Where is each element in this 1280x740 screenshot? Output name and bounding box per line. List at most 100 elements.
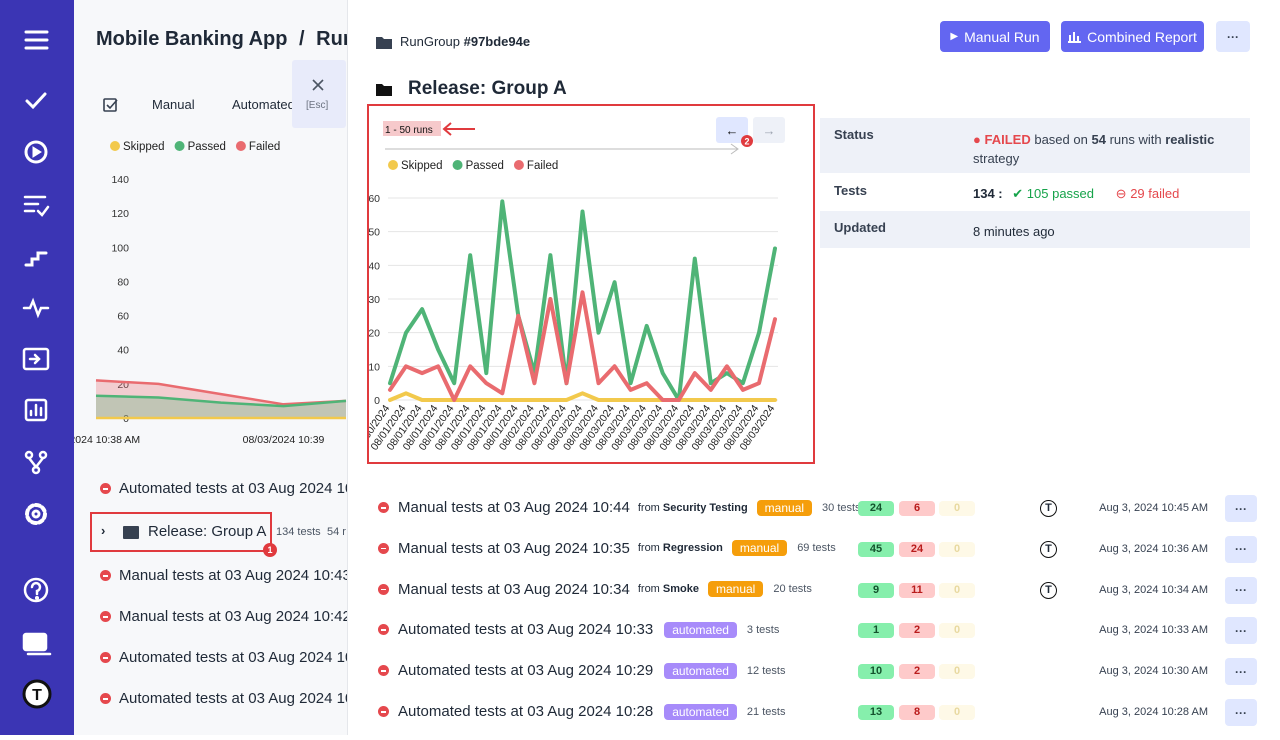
run-item[interactable]: Automated tests at 03 Aug 2024 10 xyxy=(100,480,347,497)
legend-label: Failed xyxy=(249,141,280,153)
run-row[interactable]: Manual tests at 03 Aug 2024 10:34 from Sm… xyxy=(378,575,1258,605)
failed-icon: ⊖ xyxy=(1115,186,1127,201)
more-button[interactable]: ··· xyxy=(1225,495,1257,522)
legend-label: Skipped xyxy=(123,141,165,153)
run-item[interactable]: Manual tests at 03 Aug 2024 10:43 xyxy=(100,567,347,584)
avatar: T xyxy=(1040,540,1057,558)
run-row[interactable]: Automated tests at 03 Aug 2024 10:28 auto… xyxy=(378,697,1258,727)
passed-count: 24 xyxy=(858,501,894,516)
report-icon[interactable] xyxy=(24,398,48,422)
run-name: Manual tests at 03 Aug 2024 10:44 xyxy=(398,499,630,516)
run-tests: 21 tests xyxy=(746,705,786,718)
legend-swatch xyxy=(388,160,398,170)
more-button[interactable]: ··· xyxy=(1225,535,1257,563)
main-chart: 1 - 50 runs ← 2 → Skipped Passed Failed 0 10… xyxy=(369,117,785,453)
run-row[interactable]: Automated tests at 03 Aug 2024 10:29 auto… xyxy=(378,656,1258,686)
y-tick-label: 20 xyxy=(117,379,129,391)
status-row xyxy=(820,118,1250,173)
x-tick-label: 08/03/2024 10:39 xyxy=(243,434,325,446)
next-arrow: → xyxy=(763,123,776,138)
run-row[interactable]: Automated tests at 03 Aug 2024 10:33 auto… xyxy=(378,615,1258,645)
settings-icon[interactable] xyxy=(25,503,47,525)
run-item[interactable]: Automated tests at 03 Aug 2024 10 xyxy=(100,690,347,707)
group-name: Release: Group A xyxy=(148,523,267,540)
skipped-count: 0 xyxy=(939,501,975,516)
status-dot xyxy=(100,693,111,704)
skipped-count: 0 xyxy=(939,582,975,598)
manual-run-button[interactable]: ▶ Manual Run xyxy=(940,21,1050,52)
legend-swatch xyxy=(513,160,524,170)
combined-report-button[interactable]: Combined Report xyxy=(1061,21,1204,52)
status-text: runs with xyxy=(1109,132,1162,147)
separator: / xyxy=(299,28,305,50)
select-icon[interactable] xyxy=(102,96,120,114)
y-tick-label: 140 xyxy=(111,174,129,186)
branch-icon[interactable] xyxy=(24,450,48,475)
folder-icon xyxy=(376,84,392,96)
run-tests: 12 tests xyxy=(746,664,786,677)
status-dot xyxy=(378,542,389,554)
badge-label: 2 xyxy=(744,137,749,147)
rungroup-id: #97bde94e xyxy=(463,34,531,49)
prev-button[interactable] xyxy=(716,117,748,143)
next-button[interactable] xyxy=(753,117,785,143)
tests-icon[interactable] xyxy=(23,195,50,217)
status-dot xyxy=(100,570,111,581)
tests-value: 134 : ✔ 105 passed ⊖ 29 failed xyxy=(973,186,1179,202)
group-item[interactable] xyxy=(90,512,272,552)
skipped-count: 0 xyxy=(939,623,975,639)
close-button[interactable]: [Esc] xyxy=(292,60,346,128)
tests-passed: 105 passed xyxy=(1026,186,1095,201)
more-button[interactable]: ··· xyxy=(1225,617,1257,645)
y-tick-label: 30 xyxy=(369,294,380,306)
run-info: Automated tests at 03 Aug 2024 10:28 auto… xyxy=(378,703,785,720)
source-name: Security Testing xyxy=(662,501,748,514)
y-tick-label: 40 xyxy=(369,260,380,272)
run-date: Aug 3, 2024 10:36 AM xyxy=(1099,542,1208,555)
more-button[interactable]: ··· xyxy=(1216,21,1250,52)
run-date: Aug 3, 2024 10:30 AM xyxy=(1099,665,1208,678)
run-date: Aug 3, 2024 10:34 AM xyxy=(1099,583,1208,596)
y-tick-label: 80 xyxy=(117,276,129,288)
y-tick-label: 20 xyxy=(369,328,380,340)
rungroup-label: RunGroup xyxy=(400,34,460,49)
more-button[interactable]: ··· xyxy=(1225,576,1257,604)
projects-icon[interactable] xyxy=(22,632,52,656)
project-name[interactable]: Mobile Banking App xyxy=(96,28,288,50)
run-tests: 30 tests xyxy=(822,501,861,514)
run-info: Manual tests at 03 Aug 2024 10:44 from Se… xyxy=(378,499,861,516)
y-tick-label: 0 xyxy=(374,395,380,407)
steps-icon[interactable] xyxy=(24,251,48,267)
range-highlight xyxy=(383,121,441,136)
run-info: Manual tests at 03 Aug 2024 10:35 from Re… xyxy=(378,540,836,557)
run-row[interactable]: Manual tests at 03 Aug 2024 10:35 from Re… xyxy=(378,534,1258,564)
tab[interactable]: Manual xyxy=(152,97,195,112)
run-tests: 3 tests xyxy=(746,623,780,636)
runs-icon[interactable] xyxy=(24,140,48,164)
button-label: Manual Run xyxy=(964,28,1040,45)
from-label: from xyxy=(637,583,660,596)
menu-icon[interactable] xyxy=(24,30,49,50)
failed-count: 8 xyxy=(899,705,935,720)
y-tick-label: 100 xyxy=(111,242,129,254)
import-icon[interactable] xyxy=(22,347,50,371)
page-name: Runs xyxy=(316,28,347,50)
run-name: Automated tests at 03 Aug 2024 10:28 xyxy=(398,703,654,720)
run-row[interactable]: Manual tests at 03 Aug 2024 10:44 from Se… xyxy=(378,493,1258,523)
status-dot xyxy=(100,611,111,622)
rungroup: RunGroup #97bde94e xyxy=(400,34,530,49)
line xyxy=(388,290,777,402)
run-item[interactable]: Automated tests at 03 Aug 2024 10 xyxy=(100,649,347,666)
more-button[interactable]: ··· xyxy=(1225,699,1257,726)
check-icon[interactable] xyxy=(25,92,47,110)
updated-row xyxy=(820,211,1250,248)
more-button[interactable]: ··· xyxy=(1225,658,1257,686)
from-label: from xyxy=(637,501,660,514)
status-dot xyxy=(378,624,389,636)
help-icon[interactable] xyxy=(23,577,49,603)
pulse-icon[interactable] xyxy=(22,297,50,319)
tab[interactable]: Automated xyxy=(232,97,294,112)
run-item[interactable]: Manual tests at 03 Aug 2024 10:42 xyxy=(100,608,347,625)
failed-count: 2 xyxy=(899,623,935,639)
avatar-icon[interactable]: T xyxy=(22,679,52,709)
